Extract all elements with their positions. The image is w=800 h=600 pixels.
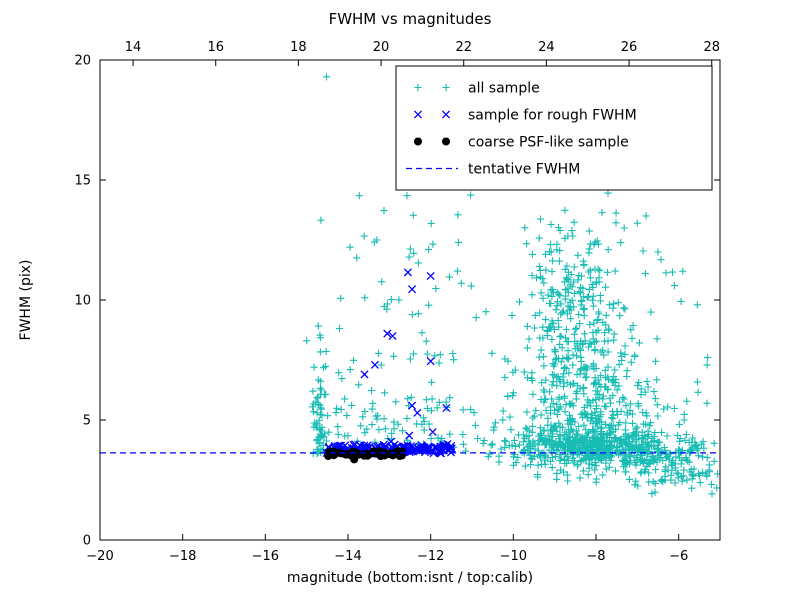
y-axis-label: FWHM (pix) — [18, 260, 34, 341]
x-tick-label-bottom: −14 — [334, 549, 361, 564]
x-tick-label-bottom: −18 — [169, 549, 196, 564]
legend-entry: sample for rough FWHM — [413, 108, 637, 124]
legend: all sample sample for rough FWHM coarse PS… — [395, 65, 713, 191]
x-tick-label-top: 28 — [703, 40, 720, 55]
legend-marker-plus-icon — [414, 83, 450, 92]
x-tick-label-top: 16 — [207, 40, 224, 55]
legend-marker-x-icon — [413, 110, 451, 119]
legend-marker-dot-icon — [414, 137, 422, 146]
x-tick-label-top: 24 — [538, 40, 555, 55]
y-tick-label: 5 — [83, 414, 91, 429]
y-tick-label: 20 — [74, 54, 91, 69]
legend-entry: coarse PSF-like sample — [414, 135, 629, 151]
x-tick-label-bottom: −12 — [417, 549, 444, 564]
x-tick-label-bottom: −8 — [586, 549, 605, 564]
series-all-sample — [303, 73, 720, 498]
data-points-layer — [303, 73, 720, 498]
plot-border — [99, 59, 721, 541]
legend-box — [395, 65, 713, 191]
series-coarse-psf — [324, 447, 406, 464]
x-tick-label-bottom: −6 — [669, 549, 688, 564]
y-tick-label: 10 — [74, 294, 91, 309]
legend-entry-label: sample for rough FWHM — [468, 108, 637, 124]
y-tick-label: 15 — [74, 174, 91, 189]
x-tick-label-bottom: −20 — [86, 549, 113, 564]
x-tick-label-bottom: −10 — [500, 549, 527, 564]
legend-entry: tentative FWHM — [406, 162, 580, 178]
legend-entry: all sample — [414, 81, 540, 97]
x-axis-label: magnitude (bottom:isnt / top:calib) — [287, 570, 533, 586]
x-tick-label-top: 14 — [125, 40, 142, 55]
legend-marker-dot-icon — [442, 137, 450, 146]
x-tick-label-bottom: −16 — [252, 549, 279, 564]
x-tick-label-top: 20 — [373, 40, 390, 55]
x-tick-label-top: 26 — [621, 40, 638, 55]
legend-entry-label: tentative FWHM — [468, 162, 580, 178]
chart-title: FWHM vs magnitudes — [329, 10, 492, 28]
legend-entry-label: coarse PSF-like sample — [468, 135, 629, 151]
x-tick-label-top: 18 — [290, 40, 307, 55]
axis-ticks: −20 −18 −16 −14 −12 −10 −8 −6 14 16 18 20 22 24 26 28 0 5… — [74, 40, 720, 564]
legend-entry-label: all sample — [468, 81, 540, 97]
y-tick-label: 0 — [83, 534, 91, 549]
x-tick-label-top: 22 — [455, 40, 472, 55]
